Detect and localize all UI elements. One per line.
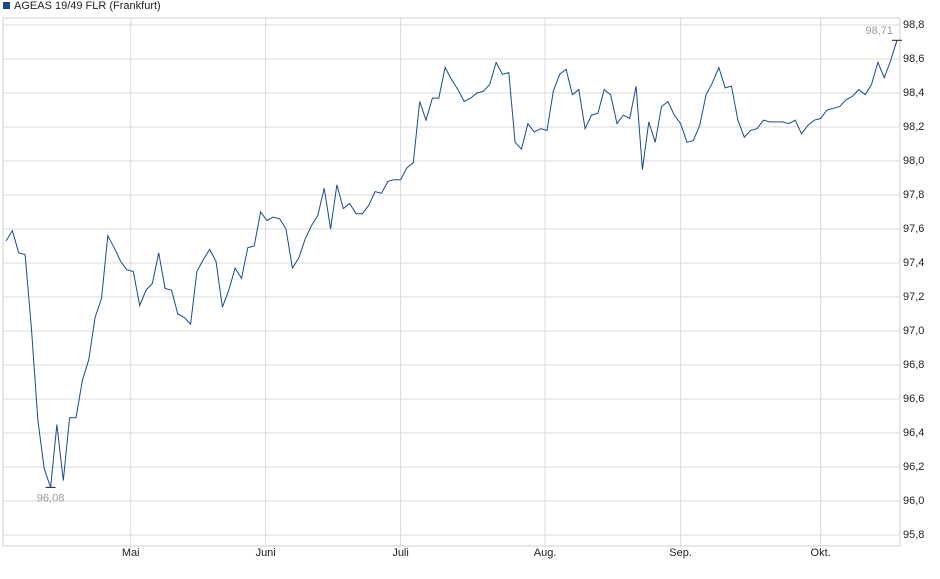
annotation: 98,71 [865, 25, 893, 37]
y-tick-label: 97,0 [903, 325, 924, 337]
y-tick-label: 98,2 [903, 121, 924, 133]
y-tick-label: 96,0 [903, 495, 924, 507]
y-tick-label: 98,8 [903, 19, 924, 31]
price-line [5, 40, 898, 488]
annotation: 96,08 [37, 492, 65, 504]
y-tick-label: 98,4 [903, 87, 924, 99]
x-tick-label: Juli [392, 547, 409, 559]
y-tick-label: 97,6 [903, 223, 924, 235]
y-tick-label: 97,2 [903, 291, 924, 303]
x-tick-label: Mai [122, 547, 140, 559]
x-tick-label: Juni [256, 547, 276, 559]
y-tick-label: 96,6 [903, 393, 924, 405]
legend-label: AGEAS 19/49 FLR (Frankfurt) [14, 0, 161, 12]
legend-swatch [3, 2, 10, 9]
y-tick-label: 98,0 [903, 155, 924, 167]
plot-frame [2, 17, 901, 547]
x-tick-label: Aug. [534, 547, 557, 559]
x-tick-label: Okt. [811, 547, 831, 559]
y-tick-label: 97,8 [903, 189, 924, 201]
y-tick-label: 97,4 [903, 257, 924, 269]
y-tick-label: 98,6 [903, 53, 924, 65]
y-tick-label: 96,8 [903, 359, 924, 371]
y-tick-label: 96,4 [903, 427, 924, 439]
x-tick-label: Sep. [669, 547, 692, 559]
y-tick-label: 95,8 [903, 529, 924, 541]
y-tick-label: 96,2 [903, 461, 924, 473]
